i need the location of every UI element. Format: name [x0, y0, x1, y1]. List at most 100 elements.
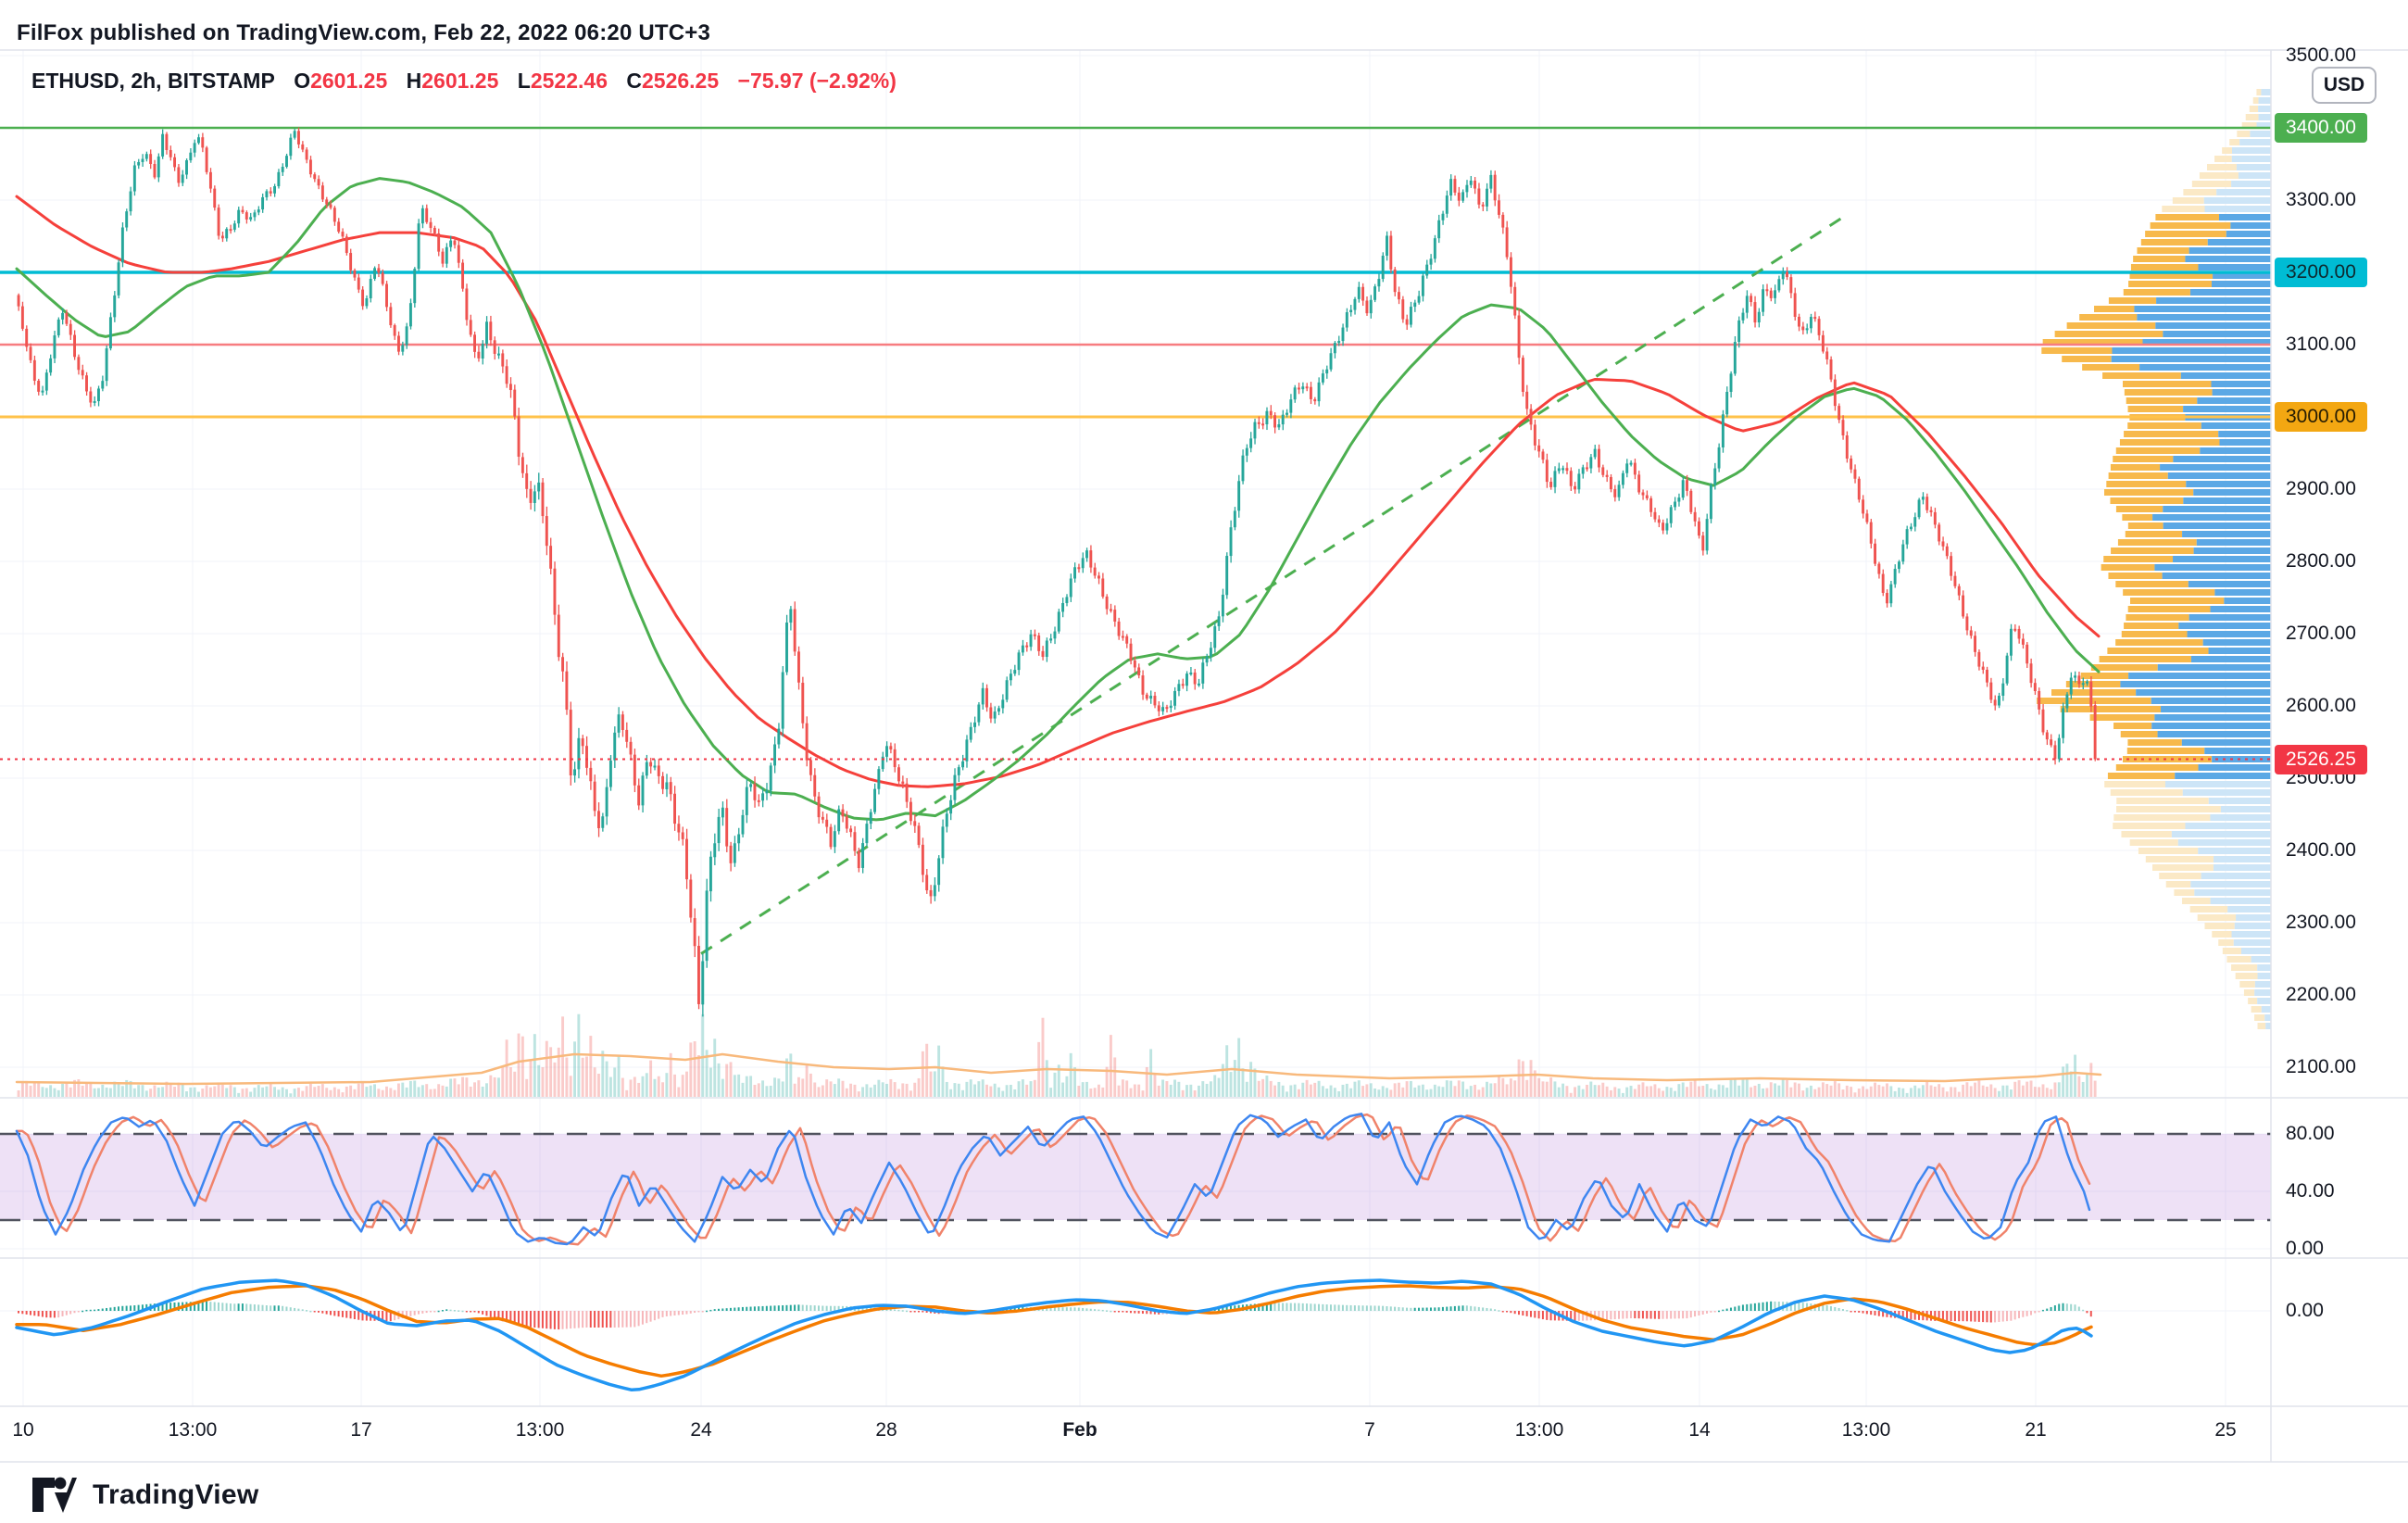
volume-profile-row	[2189, 247, 2271, 254]
candle	[320, 185, 324, 200]
volume-bar	[929, 1071, 933, 1097]
candle	[1049, 638, 1053, 641]
volume-bar	[813, 1082, 817, 1097]
candle	[1065, 597, 1069, 603]
candle	[1113, 610, 1117, 622]
candle	[721, 807, 724, 818]
volume-bar	[2038, 1087, 2041, 1097]
macd-histogram-bar	[1453, 1305, 1456, 1311]
volume-profile-row	[2224, 598, 2271, 604]
macd-histogram-bar	[261, 1304, 264, 1311]
macd-histogram-bar	[1898, 1311, 1900, 1319]
macd-histogram-bar	[1718, 1310, 1720, 1313]
volume-bar	[945, 1081, 948, 1097]
macd-histogram-bar	[1058, 1307, 1060, 1311]
candle	[1317, 382, 1321, 402]
macd-histogram-bar	[561, 1311, 564, 1329]
candle	[1325, 369, 1329, 374]
macd-histogram-bar	[329, 1311, 332, 1315]
volume-bar	[1653, 1084, 1657, 1097]
candle	[389, 307, 393, 326]
volume-bar	[1713, 1089, 1717, 1097]
candle	[273, 186, 276, 194]
candle	[1725, 391, 1729, 415]
volume-profile-row	[2107, 648, 2209, 654]
volume-bar	[1505, 1084, 1509, 1097]
volume-bar	[841, 1080, 845, 1097]
macd-histogram-bar	[1806, 1303, 1809, 1311]
macd-histogram-bar	[1158, 1311, 1160, 1315]
volume-profile-row	[2188, 581, 2271, 587]
macd-histogram-bar	[1406, 1307, 1409, 1311]
volume-profile-row	[2152, 514, 2271, 521]
macd-histogram-bar	[2077, 1306, 2080, 1311]
volume-profile-row	[2231, 156, 2271, 162]
macd-histogram-bar	[37, 1311, 40, 1316]
currency-toggle-button[interactable]: USD	[2312, 67, 2377, 104]
volume-bar	[1137, 1084, 1141, 1097]
volume-profile-row	[2245, 114, 2259, 120]
candle	[1245, 447, 1248, 456]
macd-histogram-bar	[697, 1311, 700, 1313]
candle	[741, 814, 745, 835]
candle	[801, 682, 805, 724]
macd-histogram-bar	[1765, 1302, 1768, 1311]
macd-histogram-bar	[1334, 1304, 1336, 1311]
candle	[1189, 672, 1193, 674]
volume-bar	[1073, 1067, 1076, 1097]
volume-bar	[337, 1089, 341, 1097]
volume-bar	[1201, 1081, 1205, 1097]
candle	[773, 744, 776, 766]
volume-profile-row	[2162, 206, 2205, 212]
candle	[425, 208, 429, 222]
volume-bar	[2013, 1081, 2017, 1097]
macd-histogram-bar	[585, 1311, 588, 1328]
volume-profile-row	[2102, 372, 2181, 379]
candle	[169, 149, 172, 157]
volume-bar	[1313, 1082, 1317, 1097]
volume-bar	[849, 1083, 853, 1097]
candle	[29, 346, 32, 360]
candle	[1121, 636, 1124, 638]
candle	[1657, 519, 1661, 523]
volume-bar	[1905, 1092, 1909, 1097]
macd-histogram-bar	[673, 1311, 676, 1315]
macd-histogram-bar	[341, 1311, 344, 1317]
volume-bar	[973, 1084, 976, 1097]
candle	[1913, 517, 1917, 527]
macd-histogram-bar	[1641, 1311, 1644, 1319]
candle	[1241, 455, 1245, 482]
macd-histogram-bar	[1649, 1311, 1652, 1319]
candle	[129, 191, 132, 212]
macd-histogram-bar	[770, 1305, 772, 1311]
stoch-k-line	[15, 1113, 2091, 1246]
price-axis-badge: 3400.00	[2275, 113, 2367, 143]
macd-histogram-bar	[1634, 1311, 1637, 1319]
candle	[481, 344, 484, 359]
volume-profile-row	[2203, 197, 2271, 204]
volume-bar	[877, 1079, 881, 1097]
volume-bar	[89, 1081, 93, 1097]
volume-bar	[889, 1078, 893, 1097]
macd-histogram-bar	[1310, 1303, 1312, 1311]
candle	[25, 328, 29, 347]
candle	[761, 793, 765, 801]
macd-histogram-bar	[1541, 1311, 1544, 1320]
tradingview-watermark[interactable]: TradingView	[31, 1475, 258, 1516]
price-axis-label: 2200.00	[2286, 984, 2356, 1005]
volume-bar	[141, 1085, 144, 1097]
volume-bar	[625, 1089, 629, 1097]
macd-histogram-bar	[2062, 1303, 2064, 1311]
volume-bar	[501, 1066, 505, 1097]
macd-histogram-bar	[1265, 1303, 1268, 1311]
candle	[2062, 708, 2065, 738]
volume-bar	[249, 1091, 253, 1097]
volume-bar	[2065, 1064, 2069, 1097]
candle	[381, 272, 384, 284]
volume-profile-row	[2235, 973, 2258, 979]
volume-bar	[537, 1064, 541, 1097]
macd-histogram-bar	[241, 1303, 244, 1311]
candle	[277, 171, 281, 187]
